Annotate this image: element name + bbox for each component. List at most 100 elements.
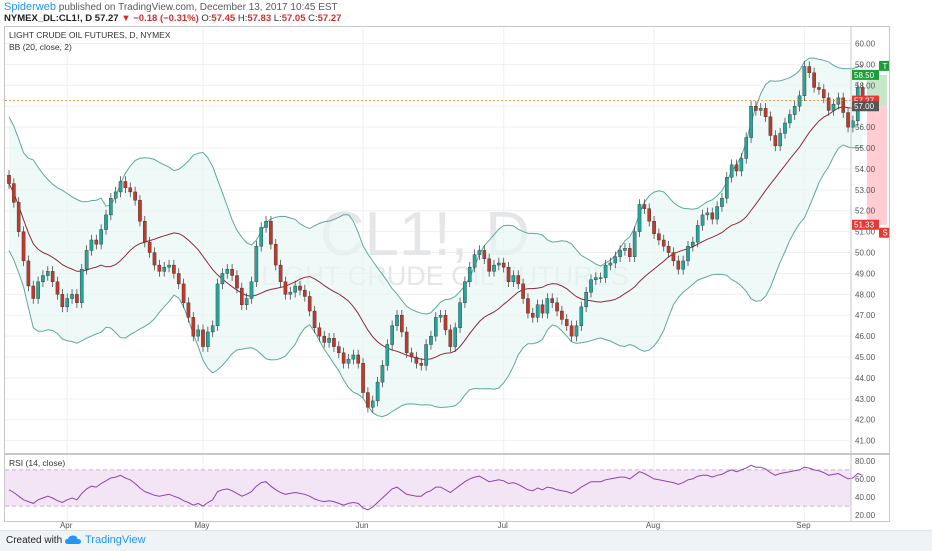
candle-body <box>550 298 554 303</box>
candle-body <box>846 112 850 128</box>
candle-body <box>812 72 816 88</box>
candle-body <box>264 220 268 228</box>
candle-body <box>778 133 782 147</box>
bb-basis <box>8 105 863 360</box>
candle-body <box>516 275 521 285</box>
rsi-band-fill <box>5 469 851 507</box>
candle-body <box>424 344 428 366</box>
candle-body <box>104 214 108 230</box>
symbol-label[interactable]: NYMEX_DL:CL1!, D <box>4 13 93 24</box>
candle-body <box>453 327 458 347</box>
candle-body <box>788 114 792 124</box>
last-price: 57.27 <box>94 13 119 24</box>
candle-body <box>312 310 317 328</box>
rsi-chart[interactable]: 80.00 60.00 40.00 20.00 <box>5 455 889 521</box>
time-tick-label: Sep <box>796 521 811 530</box>
time-axis[interactable]: AprMayJunJulAugSepOctNovDec18 <box>0 520 932 530</box>
candle-body <box>278 264 283 283</box>
candle-body <box>482 250 487 260</box>
candle-body <box>831 103 836 111</box>
cloud-icon <box>65 535 81 544</box>
price-panel[interactable]: CL1!, D LIGHT CRUDE OIL FUTURES T S 60.00 59.… <box>4 26 891 454</box>
candle-body <box>75 294 79 303</box>
candle-body <box>332 338 336 347</box>
candle-body <box>351 354 356 360</box>
rsi-legend[interactable]: RSI (14, close) <box>9 458 66 468</box>
entry-price-label: 57.00 <box>854 102 875 111</box>
candle-body <box>109 197 113 216</box>
candle-body <box>797 95 802 107</box>
candle-body <box>652 220 656 234</box>
tradingview-brand: TradingView <box>85 534 146 546</box>
candle-body <box>419 363 424 366</box>
candle-body <box>94 239 99 245</box>
publish-info: Spiderweb published on TradingView.com, … <box>4 1 338 13</box>
candle-body <box>589 279 593 293</box>
candle-body <box>322 335 327 343</box>
candle-body <box>729 164 734 178</box>
candle-body <box>598 277 603 279</box>
candle-body <box>366 392 370 408</box>
candle-body <box>715 206 719 220</box>
candle-body <box>744 137 748 159</box>
stop-price-label: 51.33 <box>854 221 875 230</box>
candle-body <box>390 325 394 345</box>
price-tick-label: 41.00 <box>855 437 876 446</box>
candle-body <box>118 181 123 193</box>
candle-body <box>632 231 637 257</box>
candle-body <box>273 243 278 266</box>
candle-body <box>235 275 239 289</box>
candle-body <box>448 329 453 347</box>
candle-body <box>647 208 651 222</box>
price-tick-label: 49.00 <box>855 269 876 278</box>
tradingview-logo[interactable]: TradingView <box>64 534 146 546</box>
candle-body <box>220 273 225 285</box>
bb-legend[interactable]: BB (20, close, 2) <box>9 42 72 52</box>
candle-body <box>138 200 142 222</box>
candle-body <box>298 285 302 291</box>
candle-body <box>681 260 685 270</box>
time-tick-label: Apr <box>60 521 73 530</box>
high-label: H: <box>237 13 248 24</box>
bb-lower-band <box>8 144 863 418</box>
candle-body <box>288 292 293 295</box>
close-value: 57.27 <box>317 13 342 24</box>
price-tick-label: 52.00 <box>855 207 876 216</box>
candle-body <box>303 289 307 297</box>
candle-body <box>817 87 821 90</box>
candle-body <box>133 191 137 201</box>
author-link[interactable]: Spiderweb <box>4 1 56 13</box>
entry-price-label-bg <box>852 101 879 112</box>
candle-body <box>434 317 438 337</box>
candle-body <box>671 252 676 262</box>
footer: Created with TradingView <box>0 530 932 551</box>
candle-body <box>822 89 826 99</box>
target-price-label: 58.50 <box>854 71 875 80</box>
open-label: O: <box>201 13 212 24</box>
candle-body <box>705 212 710 216</box>
rsi-panel[interactable]: 80.00 60.00 40.00 20.00 RSI (14, close) <box>4 454 890 522</box>
candle-body <box>65 298 69 308</box>
price-tick-label: 60.00 <box>855 40 876 49</box>
rsi-tick-label: 60.00 <box>855 475 876 484</box>
candle-body <box>46 271 50 276</box>
candle-body <box>618 250 622 257</box>
current-price-label-bg <box>852 95 879 106</box>
candle-body <box>395 315 399 326</box>
candle-body <box>201 329 205 347</box>
candle-body <box>370 400 375 408</box>
candle-body <box>50 271 55 283</box>
candle-body <box>152 252 157 266</box>
candle-body <box>725 177 729 199</box>
candle-body <box>560 310 564 320</box>
candle-body <box>123 181 128 188</box>
candle-body <box>346 358 351 364</box>
candle-body <box>521 283 525 299</box>
series-title[interactable]: LIGHT CRUDE OIL FUTURES, D, NYMEX <box>9 30 171 40</box>
candle-body <box>414 356 419 364</box>
candle-body <box>661 239 666 247</box>
candle-body <box>754 106 758 111</box>
candle-body <box>492 264 496 272</box>
candle-body <box>356 354 361 364</box>
